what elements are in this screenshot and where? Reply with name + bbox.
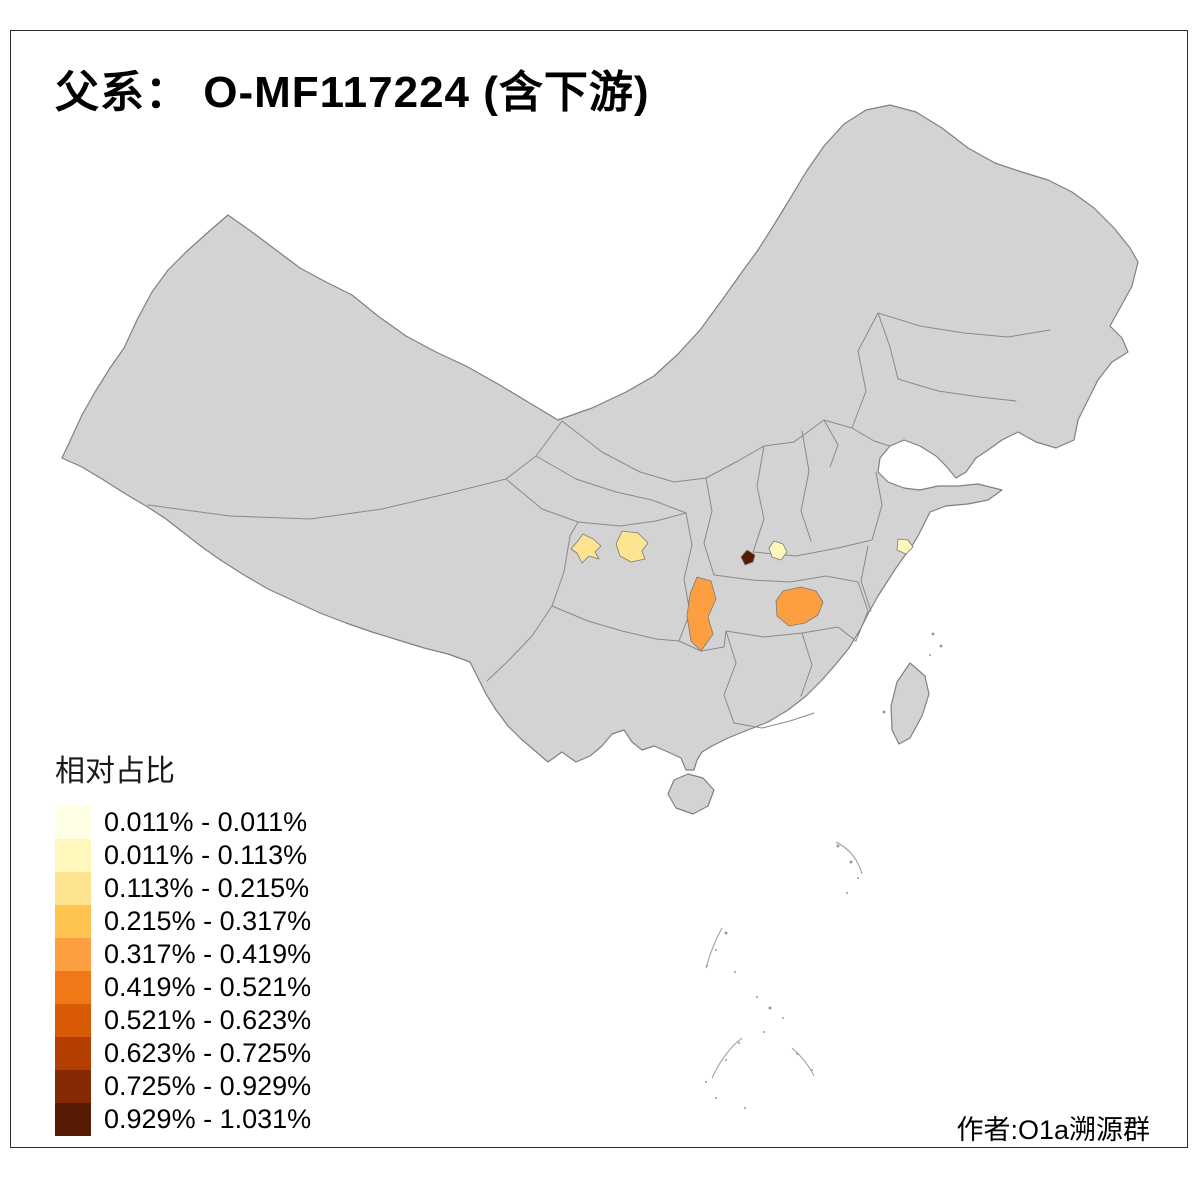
legend-label: 0.215% - 0.317% <box>104 906 312 936</box>
highlighted-regions <box>570 530 914 652</box>
legend-row: 0.215% - 0.317% <box>55 905 311 938</box>
highlight-region-3 <box>686 576 717 652</box>
highlight-region-7 <box>896 538 914 555</box>
attribution: 作者:O1a溯源群 <box>956 1115 1150 1145</box>
mainland-outline <box>61 104 1139 771</box>
hainan-island <box>667 773 715 815</box>
legend-swatch <box>55 1103 91 1136</box>
legend-row: 0.623% - 0.725% <box>55 1037 311 1070</box>
legend-label: 0.929% - 1.031% <box>104 1104 312 1134</box>
legend-swatch <box>55 938 91 971</box>
province-borders <box>147 312 1051 729</box>
legend-swatch <box>55 1037 91 1070</box>
highlight-region-2 <box>615 530 649 563</box>
legend-row: 0.113% - 0.215% <box>55 872 311 905</box>
legend-swatch <box>55 839 91 872</box>
highlight-region-1 <box>570 533 602 564</box>
legend-label: 0.011% - 0.011% <box>104 807 308 837</box>
map-title: 父系： O-MF117224 (含下游) <box>55 68 650 117</box>
legend-title: 相对占比 <box>55 755 175 788</box>
legend-row: 0.725% - 0.929% <box>55 1070 311 1103</box>
legend-swatch <box>55 905 91 938</box>
sea-islands <box>705 632 943 1109</box>
highlight-region-5 <box>768 540 788 561</box>
legend-row: 0.419% - 0.521% <box>55 971 311 1004</box>
highlight-region-6 <box>775 586 824 627</box>
legend-row: 0.011% - 0.011% <box>55 806 311 839</box>
legend-row: 0.929% - 1.031% <box>55 1103 311 1136</box>
legend-swatch <box>55 1070 91 1103</box>
legend-label: 0.521% - 0.623% <box>104 1005 312 1035</box>
legend-swatch <box>55 971 91 1004</box>
legend-swatch <box>55 806 91 839</box>
legend-row: 0.317% - 0.419% <box>55 938 311 971</box>
legend-label: 0.419% - 0.521% <box>104 972 312 1002</box>
legend-swatch <box>55 1004 91 1037</box>
taiwan-island <box>890 662 930 745</box>
legend-row: 0.011% - 0.113% <box>55 839 311 872</box>
highlight-region-4 <box>740 549 756 566</box>
legend-label: 0.317% - 0.419% <box>104 939 312 969</box>
legend-label: 0.725% - 0.929% <box>104 1071 312 1101</box>
legend-label: 0.113% - 0.215% <box>104 873 310 903</box>
legend-row: 0.521% - 0.623% <box>55 1004 311 1037</box>
legend-swatch <box>55 872 91 905</box>
legend-label: 0.623% - 0.725% <box>104 1038 312 1068</box>
legend: 相对占比 0.011% - 0.011% 0.011% - 0.113% 0.1… <box>55 746 311 1136</box>
legend-label: 0.011% - 0.113% <box>104 840 308 870</box>
